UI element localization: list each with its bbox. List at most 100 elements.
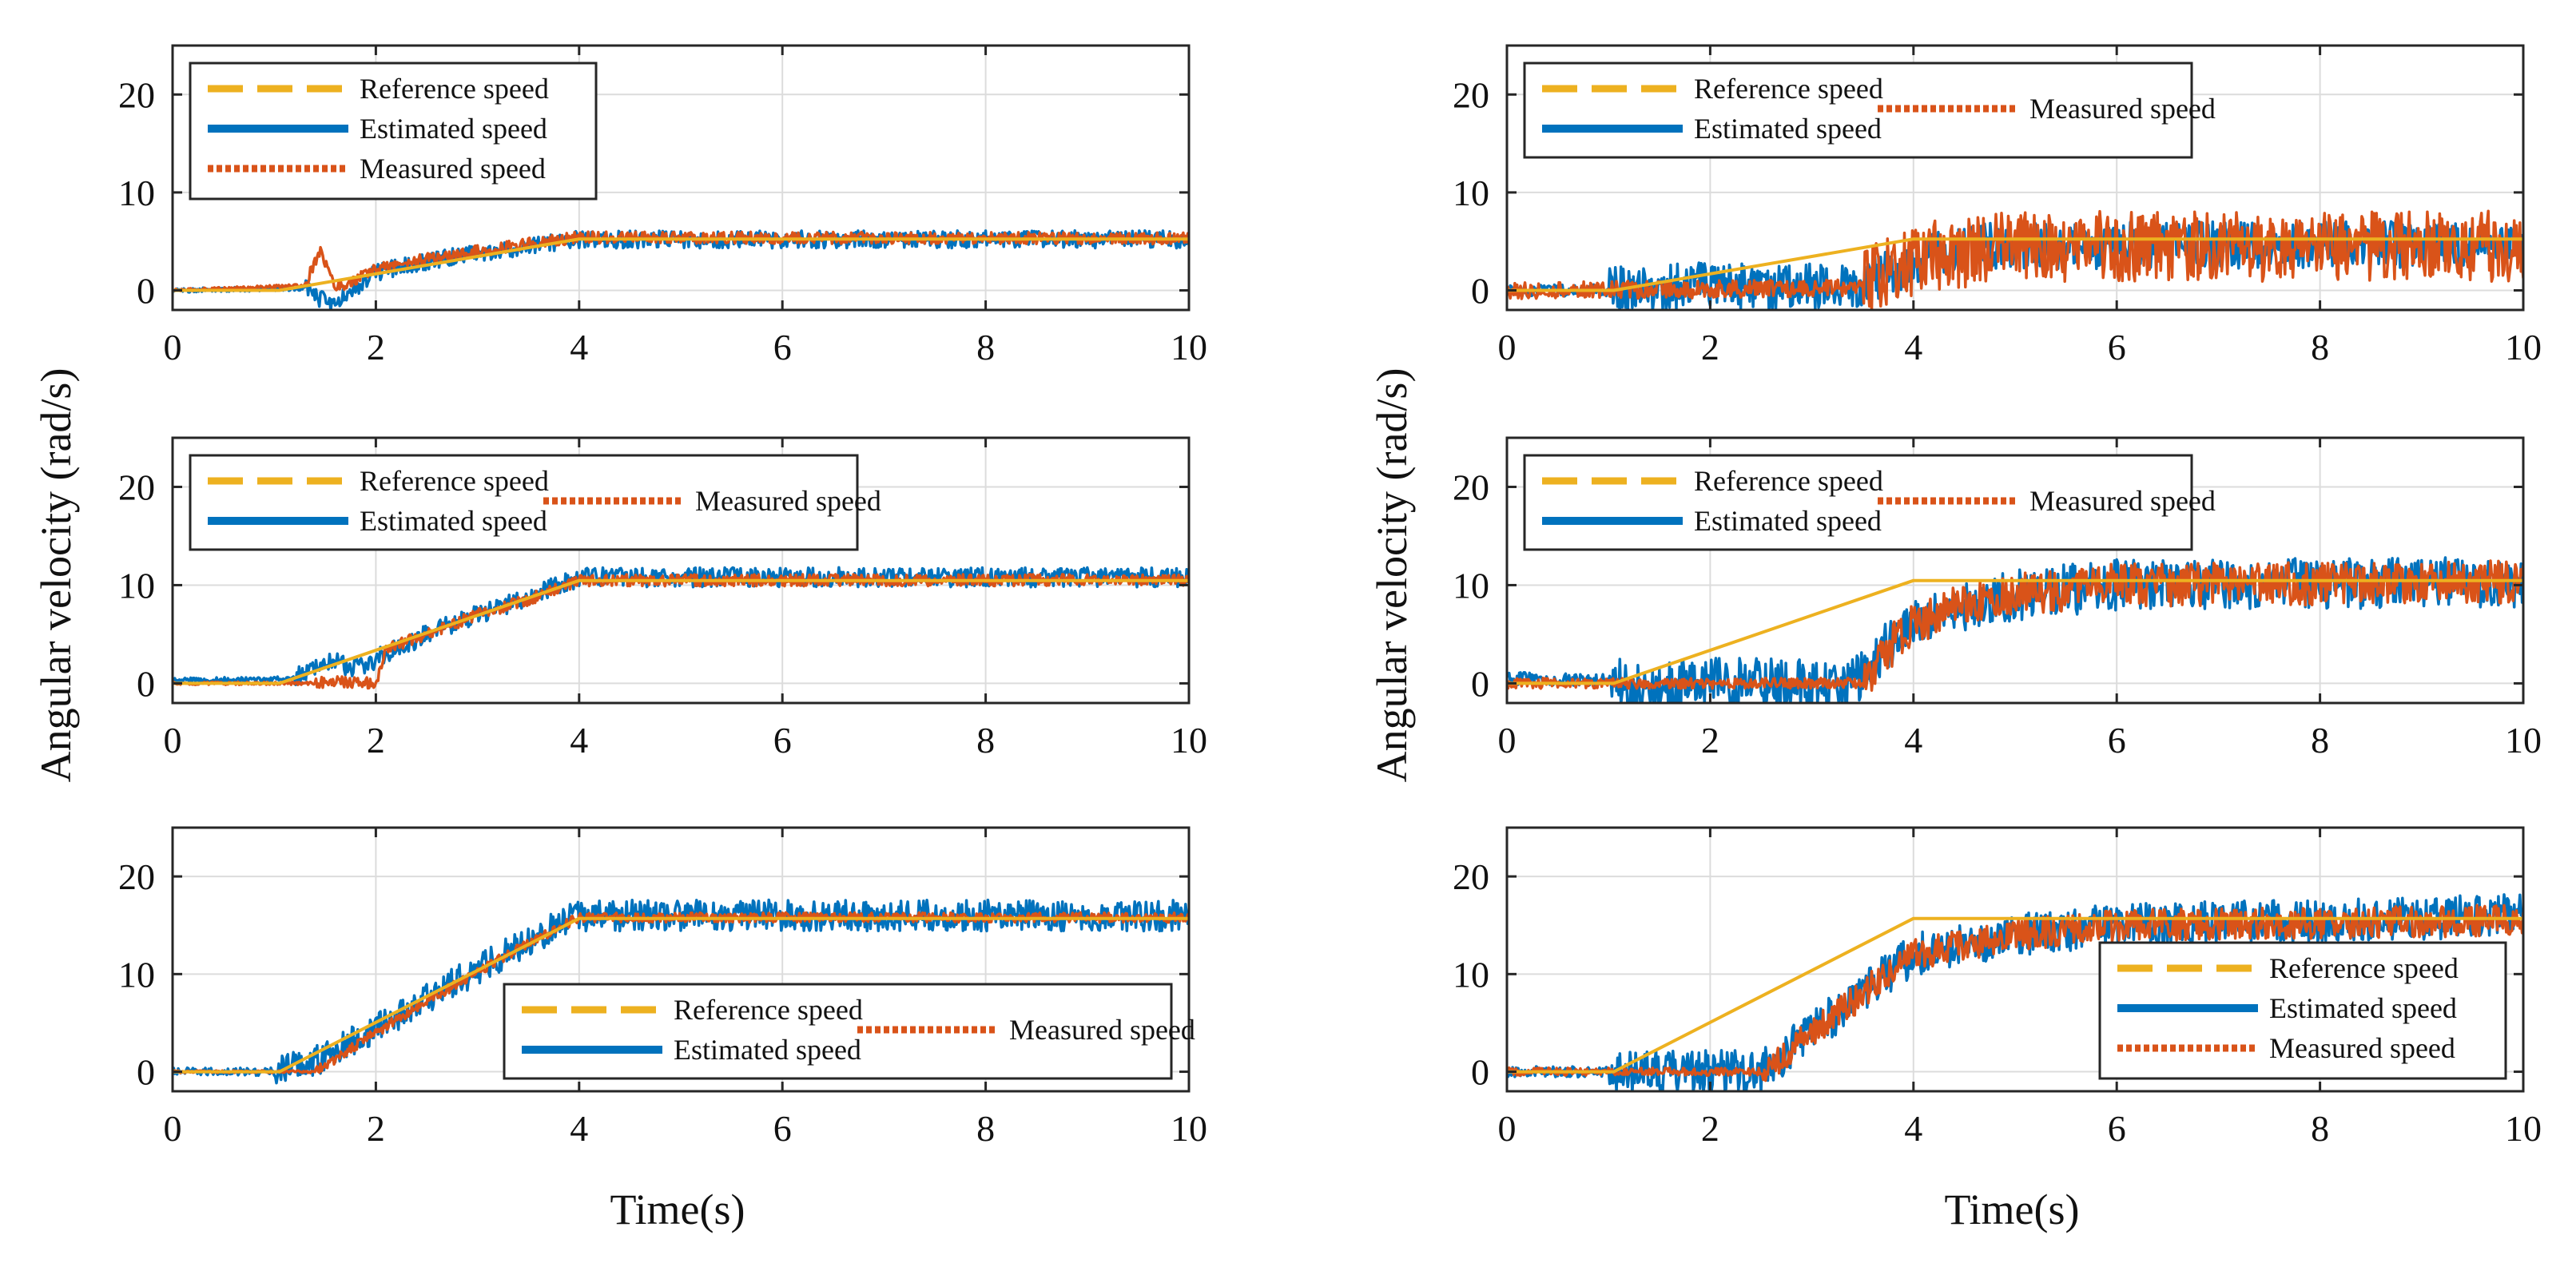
series-group [173,228,1189,310]
chart-panel-right-1: 0 2 4 6 8 10 0 10 20 Reference speed Estimated spe… [1453,44,2542,367]
legend: Reference speed Estimated speed Measured s… [1523,62,2216,159]
axes-frame [171,826,1191,1093]
x-tick-label: 0 [1498,327,1517,367]
y-tick-label: 0 [1471,1052,1489,1093]
series-line-reference [1507,578,2523,685]
x-tick-label: 10 [2505,720,2542,761]
series-line-reference [1507,916,2523,1074]
x-tick-label: 0 [164,327,182,367]
y-tick-label: 0 [137,270,155,311]
y-tick-label: 10 [1453,565,1489,606]
legend-label-reference: Reference speed [1694,465,1883,497]
series-line-estimated [173,228,1189,310]
x-tick-label: 0 [1498,720,1517,761]
legend: Reference speed Estimated speed Measured s… [1523,454,2216,551]
x-tick-label: 6 [2108,327,2126,367]
x-tick-label: 6 [773,1108,792,1149]
x-tick-label: 4 [570,720,588,761]
axes-frame [1505,826,2525,1093]
series-group [1507,209,2523,310]
y-axis-label-right: Angular velocity (rad/s) [1368,368,1416,783]
series-group [1507,556,2523,703]
legend-box [1523,454,2193,551]
x-tick-label: 6 [2108,1108,2126,1149]
legend-label-estimated: Estimated speed [1694,113,1882,145]
legend-box [189,454,859,551]
chart-panel-right-3: 0 2 4 6 8 10 0 10 20 Reference speed Estimated spe… [1453,826,2542,1149]
series-line-measured [173,573,1189,690]
legend-label-reference: Reference speed [360,73,549,105]
series-line-measured [173,911,1189,1074]
x-tick-label: 0 [1498,1108,1517,1149]
x-tick-label: 8 [2311,720,2329,761]
legend-label-measured: Measured speed [1009,1014,1195,1046]
y-tick-label: 20 [118,856,155,897]
series-line-measured [173,230,1189,292]
x-tick-label: 4 [1904,1108,1922,1149]
legend-label-measured: Measured speed [360,153,546,185]
legend: Reference speed Estimated speed Measured s… [503,983,1195,1080]
legend-label-reference: Reference speed [1694,73,1883,105]
y-tick-label: 10 [118,954,155,995]
x-tick-label: 4 [1904,720,1922,761]
legend-label-estimated: Estimated speed [674,1034,861,1066]
legend-label-measured: Measured speed [695,485,881,517]
series-group [173,566,1189,690]
x-axis-label-left: Time(s) [610,1186,745,1233]
x-tick-label: 8 [2311,327,2329,367]
series-line-estimated [173,898,1189,1085]
legend-box [503,983,1173,1080]
x-tick-label: 8 [976,327,995,367]
legend-label-measured: Measured speed [2269,1032,2455,1064]
x-tick-label: 4 [1904,327,1922,367]
x-tick-label: 2 [367,1108,385,1149]
series-line-reference [173,237,1189,292]
y-tick-label: 10 [1453,954,1489,995]
y-tick-label: 10 [118,565,155,606]
x-tick-label: 2 [367,327,385,367]
series-line-measured [1507,904,2523,1082]
y-tick-label: 20 [118,74,155,115]
x-tick-label: 10 [1171,327,1207,367]
legend-label-measured: Measured speed [2029,485,2216,517]
series-line-measured [1507,209,2523,310]
y-tick-label: 10 [118,173,155,213]
y-tick-label: 20 [1453,467,1489,507]
series-line-measured [1507,559,2523,692]
y-tick-label: 10 [1453,173,1489,213]
series-group [1507,893,2523,1091]
x-tick-label: 8 [976,720,995,761]
legend: Reference speed Estimated speed Measured s… [2098,941,2507,1080]
x-tick-label: 10 [2505,1108,2542,1149]
x-tick-label: 2 [1701,720,1719,761]
x-tick-label: 2 [1701,1108,1719,1149]
x-tick-label: 2 [1701,327,1719,367]
legend-label-estimated: Estimated speed [2269,992,2457,1024]
x-tick-label: 4 [570,327,588,367]
x-tick-label: 8 [976,1108,995,1149]
x-tick-label: 4 [570,1108,588,1149]
axes-frame [171,44,1191,312]
legend-label-measured: Measured speed [2029,93,2216,125]
legend-label-reference: Reference speed [2269,952,2459,984]
x-tick-label: 6 [2108,720,2126,761]
legend: Reference speed Estimated speed Measured s… [189,62,598,201]
axes-frame [171,436,1191,705]
x-tick-label: 10 [1171,720,1207,761]
y-tick-label: 0 [137,663,155,704]
series-line-reference [173,578,1189,685]
legend: Reference speed Estimated speed Measured s… [189,454,881,551]
x-tick-label: 10 [2505,327,2542,367]
legend-box [1523,62,2193,159]
legend-label-estimated: Estimated speed [360,113,547,145]
legend-label-reference: Reference speed [674,994,863,1026]
x-tick-label: 6 [773,720,792,761]
x-tick-label: 2 [367,720,385,761]
y-axis-label-left: Angular velocity (rad/s) [32,368,80,783]
y-tick-label: 20 [1453,856,1489,897]
legend-label-estimated: Estimated speed [360,505,547,537]
axes-frame [1505,436,2525,705]
series-line-reference [1507,237,2523,292]
legend-label-estimated: Estimated speed [1694,505,1882,537]
